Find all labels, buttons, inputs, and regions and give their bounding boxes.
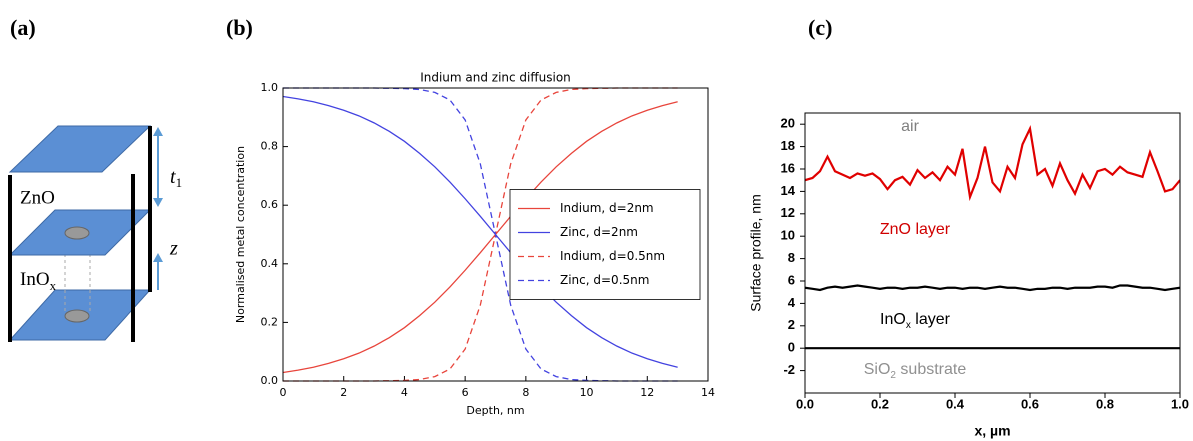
panel-label: (c) — [808, 15, 832, 40]
x-axis-label: Depth, nm — [466, 404, 524, 417]
y-axis-label: Normalised metal concentration — [234, 146, 247, 323]
x-tick-label: 14 — [701, 386, 715, 399]
plot-frame — [282, 87, 709, 382]
chart: (b) 0 2 4 6 8 10 12 14 0.0 0.2 0.4 0.6 0.8 1.0 Indium a… — [226, 15, 715, 417]
legend-entry: Indium, d=2nm — [560, 201, 654, 215]
x-tick-label: 6 — [462, 386, 469, 399]
series-line — [283, 101, 678, 374]
annotation: air — [901, 118, 919, 135]
x-tick-label: 0 — [280, 386, 287, 399]
panel-label: (b) — [226, 15, 253, 40]
plot-frame — [804, 112, 1181, 394]
arrow-head — [153, 127, 163, 136]
y-tick-label: 1.0 — [261, 81, 279, 94]
y-tick-label: 18 — [781, 138, 795, 153]
y-tick-label: 0.2 — [261, 315, 279, 328]
x-tick-label: 12 — [640, 386, 654, 399]
y-tick-label: 10 — [781, 228, 795, 243]
y-tick-label: 0.0 — [261, 374, 279, 387]
y-tick-label: 12 — [781, 205, 795, 220]
layer-label: ZnO — [20, 187, 55, 208]
arrow-head — [153, 253, 163, 262]
annotation-text: SiO — [864, 361, 891, 378]
annotation: ZnO layer — [880, 221, 951, 238]
y-tick-label: 20 — [781, 116, 795, 131]
y-axis-label: Surface profile, nm — [748, 194, 764, 312]
annotation-sub: 2 — [890, 370, 896, 381]
y-tick-label: 14 — [781, 183, 796, 198]
annotation: InOx layer — [880, 311, 951, 330]
thickness-label: t1 — [170, 166, 182, 190]
series-line — [283, 95, 678, 368]
y-tick-label: 4 — [788, 295, 796, 310]
y-tick-label: 16 — [781, 160, 795, 175]
y-tick-label: 0.4 — [261, 257, 279, 270]
x-tick-label: 4 — [401, 386, 408, 399]
series-line — [805, 125, 1180, 202]
annotation-tail: layer — [911, 311, 951, 328]
depth-label: z — [169, 238, 178, 260]
x-tick-label: 0.2 — [871, 396, 889, 411]
plane-top — [8, 125, 152, 173]
legend-entry: Zinc, d=0.5nm — [560, 273, 649, 287]
chart-title: Indium and zinc diffusion — [420, 71, 571, 85]
x-tick-label: 0.0 — [796, 396, 814, 411]
label-sub: x — [50, 278, 57, 293]
x-tick-label: 0.6 — [1021, 396, 1039, 411]
x-tick-label: 2 — [340, 386, 347, 399]
arrow-head — [153, 198, 163, 207]
y-tick-label: -2 — [783, 362, 795, 377]
inclusion — [64, 226, 90, 240]
annotation-text: InO — [880, 311, 906, 328]
panel-label: (a) — [10, 15, 36, 40]
layer-label: InOx — [20, 269, 57, 293]
series-line — [805, 284, 1180, 292]
legend-entry: Indium, d=0.5nm — [560, 249, 665, 263]
x-tick-label: 10 — [580, 386, 594, 399]
label-sub: 1 — [176, 175, 183, 190]
y-tick-label: 6 — [788, 272, 795, 287]
annotation-text: air — [901, 118, 919, 135]
x-tick-label: 0.8 — [1096, 396, 1114, 411]
inclusion — [64, 309, 90, 323]
y-tick-label: 0.8 — [261, 140, 279, 153]
x-tick-label: 8 — [522, 386, 529, 399]
label-main: t — [170, 166, 176, 188]
annotation-sub: x — [906, 320, 911, 331]
diagram: (a) ZnO InOx t1 z — [8, 15, 182, 342]
annotation-tail: substrate — [896, 361, 966, 378]
label-main: InO — [20, 269, 50, 290]
x-tick-label: 0.4 — [946, 396, 965, 411]
legend-entry: Zinc, d=2nm — [560, 225, 638, 239]
chart: (c) 0.0 0.2 0.4 0.6 0.8 1.0 -2 0 2 4 6 8 10 12 14 16 18 20… — [748, 15, 1189, 439]
y-tick-label: 2 — [788, 317, 795, 332]
legend-box — [509, 189, 701, 300]
x-tick-label: 1.0 — [1171, 396, 1189, 411]
y-tick-label: 0.6 — [261, 198, 279, 211]
x-axis-label: x, µm — [974, 423, 1010, 439]
annotation-text: ZnO layer — [880, 221, 951, 238]
y-tick-label: 8 — [788, 250, 795, 265]
annotation: SiO2 substrate — [864, 361, 967, 380]
y-tick-label: 0 — [788, 340, 795, 355]
